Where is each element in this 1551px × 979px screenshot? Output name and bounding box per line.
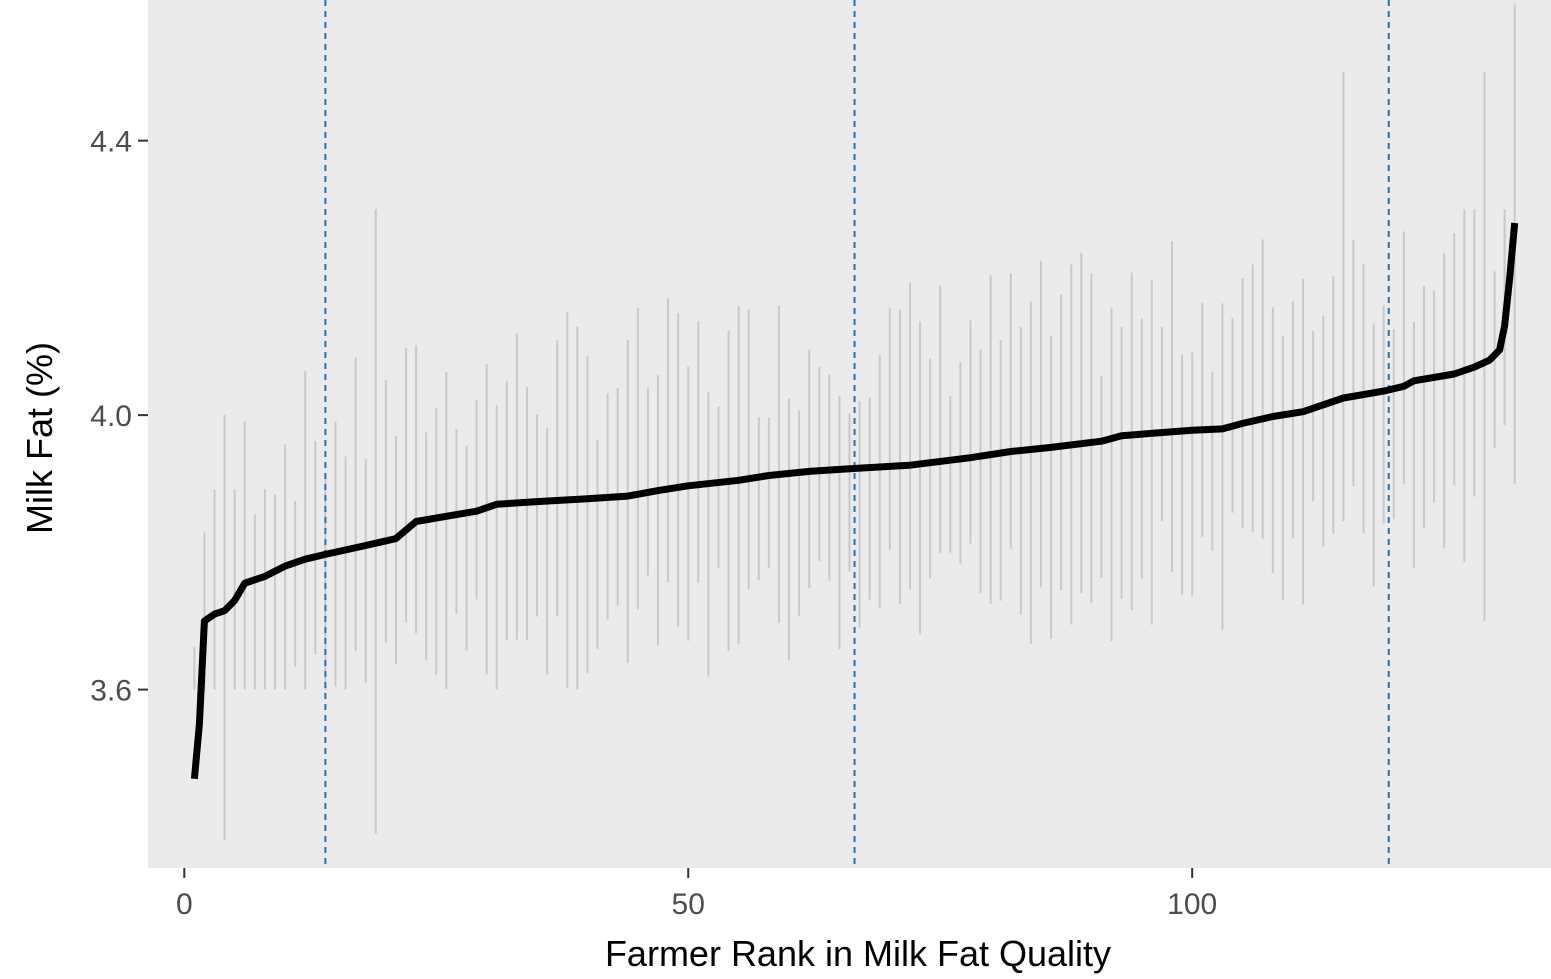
x-axis-title: Farmer Rank in Milk Fat Quality [605,933,1111,974]
y-axis: 3.6 4.0 4.4 [90,126,148,708]
y-tick-label: 3.6 [90,675,132,708]
x-tick-label: 100 [1167,888,1217,921]
y-tick-label: 4.0 [90,400,132,433]
x-tick-label: 50 [672,888,705,921]
x-axis: 0 50 100 [176,868,1217,921]
y-tick-label: 4.4 [90,126,132,159]
x-tick-label: 0 [176,888,193,921]
reference-lines [324,0,1390,868]
series-line [190,222,1519,780]
y-axis-title: Milk Fat (%) [19,342,60,534]
